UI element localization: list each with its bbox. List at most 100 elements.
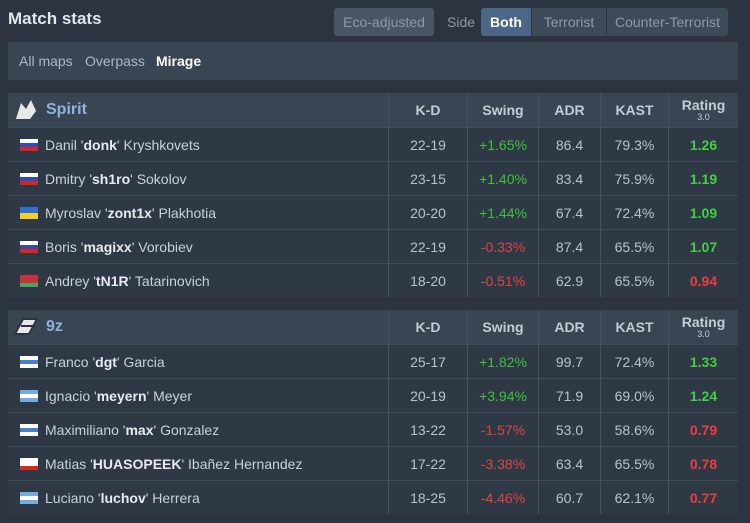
stat-swing: -1.57%: [467, 412, 538, 446]
player-cell: Andrey 'tN1R' Tatarinovich: [8, 263, 388, 297]
stat-kd: 18-20: [388, 263, 467, 297]
map-tab[interactable]: All maps: [19, 53, 73, 69]
column-header-label: Rating: [681, 314, 726, 330]
map-tab[interactable]: Overpass: [85, 53, 145, 69]
player-last: ' Tatarinovich: [128, 273, 210, 289]
player-last: ' Garcia: [116, 354, 165, 370]
player-nick: luchov: [100, 490, 146, 506]
stat-rating: 1.07: [668, 229, 738, 263]
player-name[interactable]: Ignacio 'meyern' Meyer: [45, 379, 192, 413]
column-header: K-D: [388, 93, 467, 127]
player-cell: Boris 'magixx' Vorobiev: [8, 229, 388, 263]
player-first: Luciano ': [45, 490, 101, 506]
stat-kd: 22-19: [388, 229, 467, 263]
stat-kd: 20-19: [388, 378, 467, 412]
team-logo: [13, 318, 39, 335]
player-flag: [20, 458, 38, 470]
rating-version: 3.0: [697, 329, 710, 339]
column-header: Swing: [467, 93, 538, 127]
stat-kast: 65.5%: [600, 229, 668, 263]
map-tabs: [8, 42, 738, 80]
player-last: ' Sokolov: [130, 171, 187, 187]
player-first: Danil ': [45, 137, 84, 153]
column-header: Swing: [467, 310, 538, 344]
player-cell: Danil 'donk' Kryshkovets: [8, 127, 388, 161]
stat-swing: +1.82%: [467, 344, 538, 378]
team-name[interactable]: Spirit: [46, 101, 87, 118]
stat-adr: 86.4: [538, 127, 600, 161]
side-option[interactable]: Terrorist: [531, 8, 606, 36]
player-cell: Maximiliano 'max' Gonzalez: [8, 412, 388, 446]
stat-swing: -3.38%: [467, 446, 538, 480]
player-first: Ignacio ': [45, 388, 97, 404]
stat-rating: 1.33: [668, 344, 738, 378]
player-flag: [20, 173, 38, 185]
stat-kd: 20-20: [388, 195, 467, 229]
stat-rating: 1.26: [668, 127, 738, 161]
stat-adr: 62.9: [538, 263, 600, 297]
stat-rating: 0.79: [668, 412, 738, 446]
stat-swing: +1.44%: [467, 195, 538, 229]
player-first: Boris ': [45, 239, 84, 255]
player-name[interactable]: Dmitry 'sh1ro' Sokolov: [45, 162, 187, 196]
player-cell: Luciano 'luchov' Herrera: [8, 480, 388, 514]
player-first: Franco ': [45, 354, 96, 370]
player-first: Dmitry ': [45, 171, 92, 187]
player-name[interactable]: Boris 'magixx' Vorobiev: [45, 230, 193, 264]
stat-swing: +1.65%: [467, 127, 538, 161]
stat-swing: -0.51%: [467, 263, 538, 297]
stat-adr: 60.7: [538, 480, 600, 514]
player-flag: [20, 139, 38, 151]
team-header: 9z: [8, 310, 388, 344]
side-option[interactable]: Both: [481, 8, 531, 36]
column-header: Rating 3.0: [668, 310, 738, 344]
player-first: Matias ': [45, 456, 93, 472]
stat-kast: 72.4%: [600, 344, 668, 378]
stat-adr: 71.9: [538, 378, 600, 412]
stat-adr: 67.4: [538, 195, 600, 229]
player-name[interactable]: Myroslav 'zont1x' Plakhotia: [45, 196, 216, 230]
player-flag: [20, 390, 38, 402]
player-nick: sh1ro: [92, 171, 131, 187]
player-name[interactable]: Luciano 'luchov' Herrera: [45, 481, 200, 515]
player-cell: Matias 'HUASOPEEK' Ibañez Hernandez: [8, 446, 388, 480]
stat-kast: 62.1%: [600, 480, 668, 514]
column-header: KAST: [600, 310, 668, 344]
player-cell: Dmitry 'sh1ro' Sokolov: [8, 161, 388, 195]
rating-version: 3.0: [697, 112, 710, 122]
player-cell: Myroslav 'zont1x' Plakhotia: [8, 195, 388, 229]
player-flag: [20, 492, 38, 504]
column-header: Rating 3.0: [668, 93, 738, 127]
player-first: Maximiliano ': [45, 422, 126, 438]
stat-swing: -4.46%: [467, 480, 538, 514]
player-last: ' Plakhotia: [151, 205, 217, 221]
stat-rating: 0.94: [668, 263, 738, 297]
stat-swing: -0.33%: [467, 229, 538, 263]
eco-button[interactable]: Eco-adjusted: [334, 8, 434, 36]
stat-adr: 63.4: [538, 446, 600, 480]
player-nick: HUASOPEEK: [92, 456, 182, 472]
column-header: K-D: [388, 310, 467, 344]
player-nick: max: [125, 422, 154, 438]
stat-rating: 1.24: [668, 378, 738, 412]
stat-rating: 0.78: [668, 446, 738, 480]
side-option[interactable]: Counter-Terrorist: [606, 8, 728, 36]
player-first: Andrey ': [45, 273, 96, 289]
stat-swing: +1.40%: [467, 161, 538, 195]
stat-kd: 22-19: [388, 127, 467, 161]
stat-kast: 65.5%: [600, 263, 668, 297]
stat-adr: 53.0: [538, 412, 600, 446]
player-name[interactable]: Franco 'dgt' Garcia: [45, 345, 165, 379]
page-title: Match stats: [8, 9, 102, 28]
player-name[interactable]: Danil 'donk' Kryshkovets: [45, 128, 200, 162]
player-nick: meyern: [96, 388, 147, 404]
map-tab[interactable]: Mirage: [156, 53, 202, 69]
player-name[interactable]: Maximiliano 'max' Gonzalez: [45, 413, 219, 447]
stat-kast: 72.4%: [600, 195, 668, 229]
player-name[interactable]: Matias 'HUASOPEEK' Ibañez Hernandez: [45, 447, 302, 481]
player-flag: [20, 424, 38, 436]
team-name[interactable]: 9z: [46, 318, 63, 335]
player-name[interactable]: Andrey 'tN1R' Tatarinovich: [45, 264, 210, 298]
stat-kd: 13-22: [388, 412, 467, 446]
